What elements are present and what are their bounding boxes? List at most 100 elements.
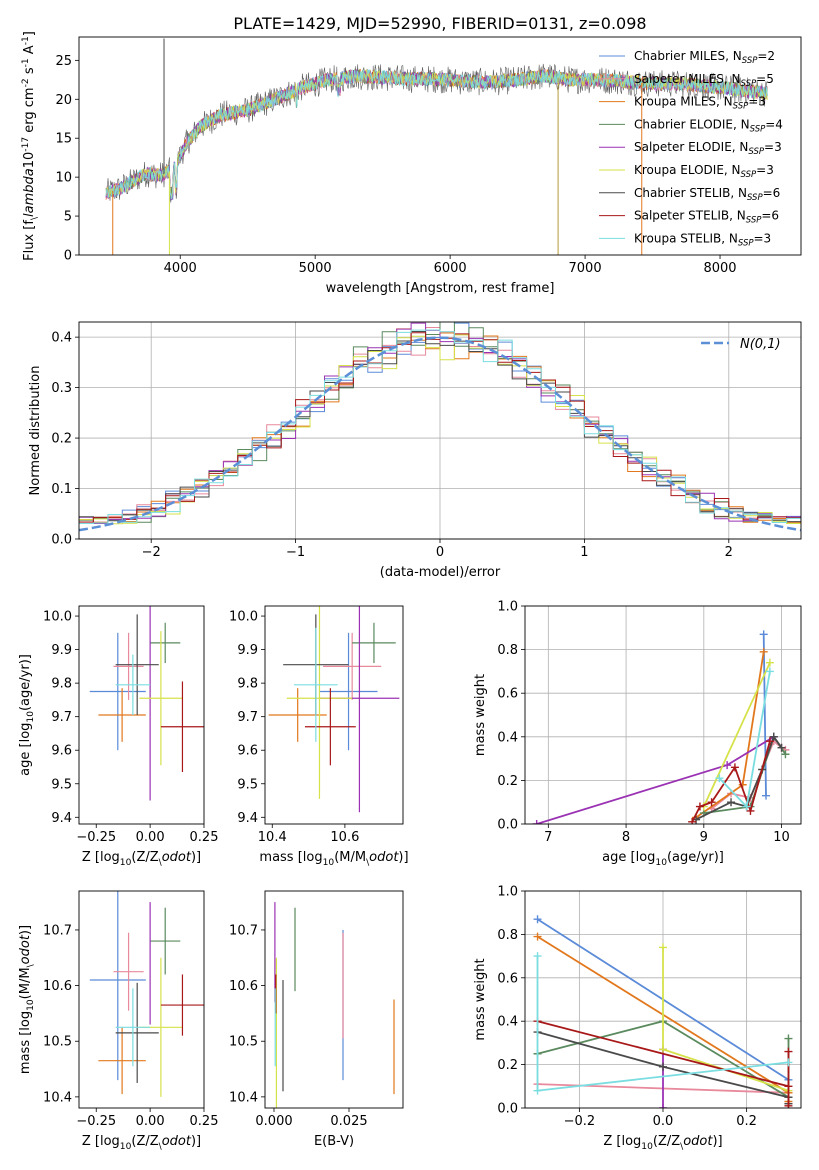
weight-marker-2 [533,932,542,941]
weight-marker-7 [746,806,755,815]
axes-frame [78,36,802,256]
axes-frame [524,890,802,1109]
weight-marker-8 [784,1058,793,1067]
x-tick-label: 0.25 [190,830,219,845]
y-tick-label: 10.0 [43,610,72,625]
x-axis-label: E(B-V) [314,1134,354,1149]
weight-marker-0 [762,791,771,800]
spectrum-line-8 [105,68,768,200]
x-axis-label: Z [log10(Z/Z\odot)] [603,1134,722,1152]
axes-frame [264,890,404,1109]
x-tick-label: 10.6 [330,830,359,845]
y-tick-label: 0.8 [497,643,518,658]
y-axis-label: Normed distribution [28,366,43,496]
y-axis-label: Flux [f\lambda10-17 erg cm-2 s-1 A-1] [21,31,40,261]
weight-marker-7 [784,1047,793,1056]
y-tick-label: 1.0 [497,885,518,900]
y-tick-label: 10 [55,171,72,186]
y-tick-label: 9.8 [51,677,72,692]
y-tick-label: 9.5 [237,777,258,792]
y-tick-label: 25 [55,54,72,69]
panel-weight_vs_age: 7 8 9 10 0.0 0.2 0.4 0.6 0.8 1.0 age [log10(age/yr… [473,600,802,868]
y-tick-label: 9.8 [237,677,258,692]
legend-label-5: Kroupa ELODIE, NSSP=3 [634,163,774,180]
weight-marker-3 [784,1034,793,1043]
y-tick-label: 1.0 [497,600,518,615]
y-tick-label: 10.4 [229,1090,258,1105]
legend-label-6: Chabrier STELIB, NSSP=6 [634,186,780,203]
y-tick-label: 0.0 [497,1102,518,1117]
x-axis-label: (data-model)/error [380,565,501,580]
weight-marker-6 [777,743,786,752]
y-tick-label: 9.6 [51,744,72,759]
weight-marker-8 [765,667,774,676]
weight-line-7 [691,740,771,823]
weight-marker-7 [765,737,774,746]
x-axis-label: Z [log10(Z/Z\odot)] [82,850,201,868]
y-axis-label: mass weight [473,958,488,1040]
y-axis-label: age [log10(age/yr)] [18,654,36,776]
y-tick-label: 5 [64,210,72,225]
panel-spectrum: 4000 5000 6000 7000 8000 0 5 10 15 20 25 wavelength… [21,31,802,296]
plot-area-residuals [79,322,801,532]
weight-marker-8 [533,1086,542,1095]
y-tick-label: 0.2 [51,432,72,447]
y-tick-label: 20 [55,93,72,108]
y-tick-label: 9.5 [51,777,72,792]
y-tick-label: 0.4 [497,730,518,745]
y-tick-label: 9.9 [237,643,258,658]
x-tick-label: 0.2 [736,1114,757,1129]
legend-residuals: N(0,1) [701,337,781,352]
weight-marker-6 [727,798,736,807]
legend-label-gaussian: N(0,1) [740,337,781,352]
x-tick-label: −0.25 [76,830,116,845]
weight-marker-5 [659,1045,667,1054]
weight-marker-8 [742,802,751,811]
legend-label-0: Chabrier MILES, NSSP=2 [634,49,775,66]
axes-frame [264,605,404,825]
x-tick-label: −2 [142,545,161,560]
legend-label-8: Kroupa STELIB, NSSP=3 [634,231,771,248]
x-tick-label: 0 [436,545,444,560]
x-tick-label: 7000 [569,261,602,276]
x-tick-label: 9 [700,830,708,845]
axes-frame [78,605,205,825]
legend-label-3: Chabrier ELODIE, NSSP=4 [634,117,783,134]
x-tick-label: 10.4 [258,830,287,845]
weight-line-5 [702,662,771,807]
plot-area-mass_vs_Z [89,891,204,1097]
axes-frame [78,321,802,540]
x-axis-label: Z [log10(Z/Z\odot)] [82,1134,201,1152]
panel-weight_vs_Z: −0.2 0.0 0.2 0.0 0.2 0.4 0.6 0.8 1.0 Z [log10(Z/Z… [473,885,802,1152]
legend-label-7: Salpeter STELIB, NSSP=6 [634,209,779,226]
x-tick-label: 0.0 [653,1114,674,1129]
weight-line-7 [537,1020,790,1106]
gaussian-curve [79,336,801,532]
histogram-8 [79,329,801,524]
weight-marker-4 [723,761,732,770]
y-tick-label: 10.6 [229,979,258,994]
x-tick-label: 10 [773,830,790,845]
figure-title: PLATE=1429, MJD=52990, FIBERID=0131, z=0… [233,14,646,33]
panel-mass_vs_EBV: 0.000 0.025 10.4 10.5 10.6 10.7 E(B-V) [229,890,404,1149]
weight-marker-3 [781,750,790,759]
y-tick-label: 10.7 [229,923,258,938]
x-tick-label: 0.00 [136,830,165,845]
y-tick-label: 0.1 [51,482,72,497]
weight-marker-4 [532,820,541,824]
x-tick-label: 2 [725,545,733,560]
y-tick-label: 0.3 [51,381,72,396]
weight-marker-8 [715,774,724,783]
y-tick-label: 10.4 [43,1090,72,1105]
weight-marker-5 [659,943,667,952]
legend-label-1: Salpeter MILES, NSSP=5 [634,72,774,89]
weight-marker-0 [533,915,542,924]
y-tick-label: 0.0 [497,818,518,833]
x-tick-label: 1 [580,545,588,560]
x-tick-label: −0.2 [564,1114,596,1129]
x-axis-label: age [log10(age/yr)] [602,850,724,868]
legend-label-4: Salpeter ELODIE, NSSP=3 [634,140,782,157]
weight-marker-8 [533,952,542,961]
x-tick-label: 4000 [164,261,197,276]
